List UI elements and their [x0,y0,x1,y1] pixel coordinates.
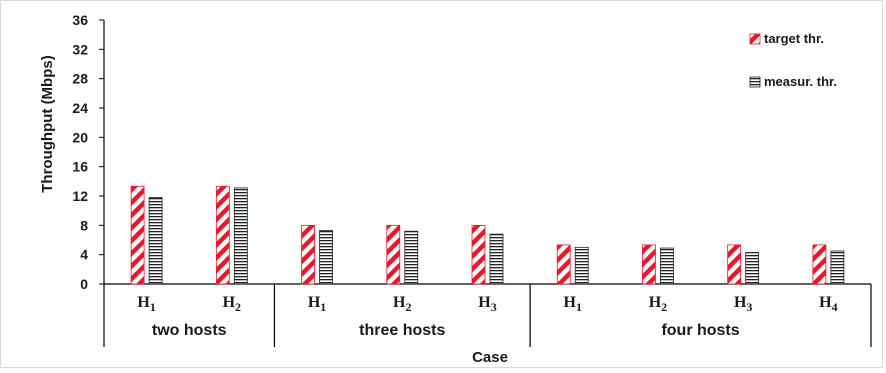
category-label: H4 [819,294,837,314]
bar-measured-throughput [148,197,163,285]
category-label: H3 [478,294,496,314]
bar-measured-throughput [745,252,760,285]
bar-measured-throughput [830,250,845,285]
y-tick-label: 32 [72,41,88,57]
y-tick-label: 24 [72,100,88,116]
category-label: H1 [137,294,155,314]
group-label: two hosts [152,322,227,339]
category-label: H2 [393,294,411,314]
bars [130,185,845,285]
y-axis-tick-labels: 0 4 8 12 16 20 24 28 32 36 [72,12,88,292]
category-label: H3 [734,294,752,314]
bar-target-throughput [130,185,145,285]
bar-target-throughput [386,224,401,285]
bar-target-throughput [727,244,742,285]
category-label: H1 [308,294,326,314]
legend: target thr. measur. thr. [749,31,837,89]
legend-label-measured: measur. thr. [764,74,837,89]
bar-target-throughput [215,185,230,285]
bar-measured-throughput [233,187,248,285]
bar-measured-throughput [319,230,333,285]
y-axis-title: Throughput (Mbps) [39,55,56,192]
x-axis-title: Case [472,349,508,366]
y-tick-label: 0 [80,276,88,292]
category-label: H2 [649,294,667,314]
bar-measured-throughput [489,233,504,285]
legend-swatch-measured [749,76,761,88]
bar-target-throughput [812,244,827,285]
category-labels: H1 H2 H1 H2 H3 H1 H2 H3 H4 [137,294,837,314]
y-tick-label: 12 [72,188,88,204]
y-tick-label: 28 [72,71,88,87]
y-tick-label: 20 [72,129,88,145]
y-tick-label: 16 [72,159,88,175]
y-tick-label: 4 [80,247,88,263]
category-label: H2 [223,294,241,314]
y-tick-label: 36 [72,12,88,28]
bar-measured-throughput [404,230,419,285]
bar-target-throughput [642,244,656,285]
bar-target-throughput [471,224,486,285]
category-label: H1 [563,294,581,314]
bar-measured-throughput [660,247,674,285]
bar-target-throughput [301,224,315,285]
bar-measured-throughput [574,246,589,285]
legend-swatch-target [749,33,761,45]
group-labels: two hosts three hosts four hosts [152,322,740,339]
axes [99,19,872,347]
bar-target-throughput [556,244,571,285]
y-tick-label: 8 [80,217,88,233]
group-label: three hosts [359,322,445,339]
group-label: four hosts [661,322,739,339]
legend-label-target: target thr. [764,31,824,46]
